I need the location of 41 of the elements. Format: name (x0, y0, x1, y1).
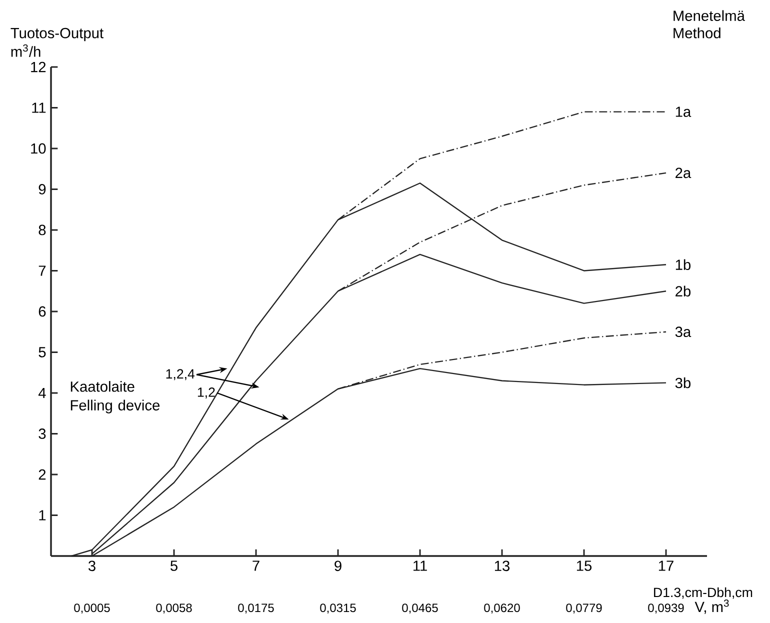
text: 0,0939 (648, 604, 684, 614)
y-tick-label: 1 (39, 510, 46, 520)
x-tick-label: 3 (88, 560, 96, 572)
text: 0,0620 (484, 604, 520, 614)
x-tick-label: 15 (576, 560, 592, 571)
y-tick-label: 7 (38, 266, 46, 276)
y-tick-label: 4 (38, 388, 46, 398)
y-axis-title: Tuotos-Output m$^{3}$/h (10, 28, 104, 57)
series-label: 3b (675, 377, 690, 388)
legend-title: Menetelmä Method (674, 10, 745, 38)
text: V, m$^{3}$ (694, 600, 729, 614)
y-tick-label: 9 (38, 184, 46, 194)
x-tick-label: 5 (170, 560, 178, 571)
y-tick-label: 3 (38, 428, 46, 439)
series-label: 3a (675, 326, 692, 338)
annotation: Kaatolaite Felling device (70, 381, 160, 414)
text: 0,0175 (238, 604, 274, 614)
y-tick-label: 8 (38, 224, 46, 236)
text: 0,0315 (320, 604, 356, 614)
x-tick-label: 13 (494, 560, 510, 572)
series-label: 1a (676, 106, 692, 117)
y-tick-label: 6 (38, 306, 46, 317)
y-tick-label: 11 (32, 102, 46, 113)
x-axis-title: D1.3,cm-Dbh,cm (654, 587, 752, 599)
series-label: 2b (676, 286, 690, 296)
text: 0,0465 (402, 604, 438, 614)
y-tick-label: 2 (38, 469, 46, 480)
series-label: 1b (676, 259, 690, 270)
y-tick-label: 5 (38, 347, 46, 358)
annotation: 1,2 (198, 387, 215, 399)
x-tick-label: 11 (414, 560, 427, 571)
x-tick-label: 17 (658, 560, 674, 571)
x-tick-label: 7 (252, 560, 260, 571)
text: 0,0058 (156, 604, 192, 614)
y-tick-label: 12 (31, 62, 46, 72)
text: 0,0005 (74, 604, 110, 614)
annotation: 1,2,4 (166, 369, 195, 380)
text: 0,0779 (566, 604, 602, 614)
series-label: 2a (676, 168, 692, 178)
y-tick-label: 10 (31, 143, 46, 154)
x-tick-label: 9 (334, 560, 342, 572)
